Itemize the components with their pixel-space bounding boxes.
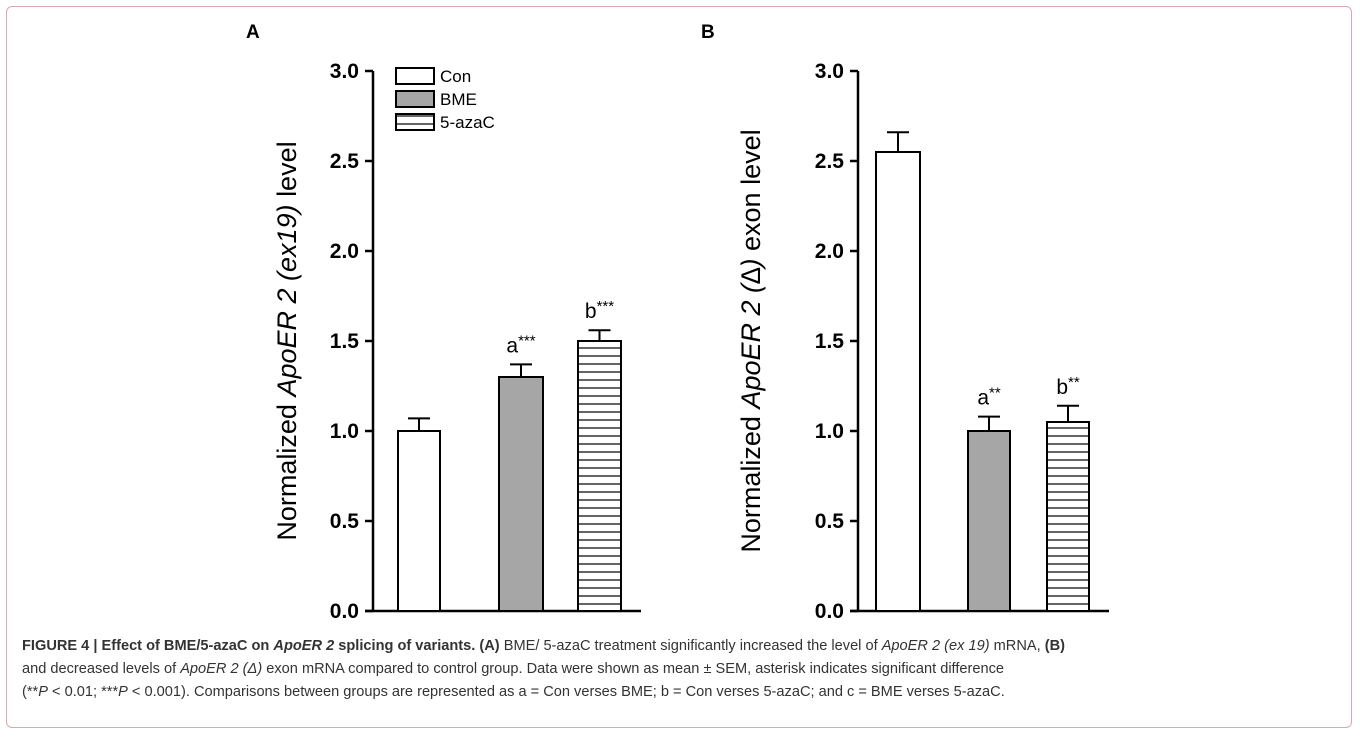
y-tick-label: 3.0 bbox=[330, 60, 359, 83]
caption-gene-2: ApoER 2 (Δ) bbox=[180, 661, 263, 677]
legend-label: 5-azaC bbox=[440, 113, 495, 132]
figure-frame bbox=[6, 6, 1352, 728]
significance-label: a** bbox=[977, 385, 1001, 410]
caption-b-mark: (B) bbox=[1044, 638, 1065, 654]
bar-5-azac bbox=[1046, 421, 1090, 612]
caption-p-2: P bbox=[118, 684, 128, 700]
figure-caption: FIGURE 4 | Effect of BME/5-azaC on ApoER… bbox=[22, 635, 1342, 704]
y-tick-label: 0.0 bbox=[815, 600, 844, 623]
bar-con bbox=[397, 430, 441, 612]
caption-text-2: mRNA, bbox=[989, 638, 1045, 654]
y-tick-label: 1.5 bbox=[330, 330, 360, 353]
caption-line-1: FIGURE 4 | Effect of BME/5-azaC on ApoER… bbox=[22, 635, 1342, 658]
bar-bme bbox=[967, 430, 1011, 612]
caption-figure-gene: ApoER 2 bbox=[273, 638, 335, 654]
panel-a-chart: A 0.0 0.5 1.0 1.5 2.0 2.5 3.0 Normalized ApoER 2… bbox=[246, 22, 641, 623]
bar-5-azac bbox=[577, 340, 622, 612]
y-tick-label: 1.5 bbox=[815, 330, 845, 353]
legend: Con BME 5-azaC bbox=[395, 67, 495, 132]
y-tick-label: 1.0 bbox=[815, 420, 844, 443]
y-axis-label: Normalized ApoER 2 (ex19) level bbox=[272, 141, 302, 540]
bar-bme bbox=[498, 376, 544, 612]
legend-swatch bbox=[395, 90, 435, 108]
caption-line-2: and decreased levels of ApoER 2 (Δ) exon… bbox=[22, 658, 1342, 681]
caption-text-5a: (** bbox=[22, 684, 39, 700]
y-tick-label: 3.0 bbox=[815, 60, 844, 83]
significance-label: a*** bbox=[506, 332, 535, 357]
y-tick-label: 2.5 bbox=[815, 150, 845, 173]
significance-label: b*** bbox=[585, 298, 614, 323]
caption-gene-1: ApoER 2 (ex 19) bbox=[881, 638, 990, 654]
caption-a-mark: (A) bbox=[479, 638, 500, 654]
legend-swatch bbox=[395, 67, 435, 85]
caption-text-1: BME/ 5-azaC treatment significantly incr… bbox=[499, 638, 882, 654]
caption-figure-label: FIGURE 4 | Effect of BME/5-azaC on bbox=[22, 638, 274, 654]
legend-label: BME bbox=[440, 90, 477, 109]
y-tick-label: 2.0 bbox=[330, 240, 359, 263]
caption-text-4: exon mRNA compared to control group. Dat… bbox=[262, 661, 1005, 677]
y-tick-label: 1.0 bbox=[330, 420, 359, 443]
panel-label: A bbox=[246, 22, 260, 43]
y-tick-label: 2.0 bbox=[815, 240, 844, 263]
caption-text-3: and decreased levels of bbox=[22, 661, 181, 677]
panel-label: B bbox=[701, 22, 715, 43]
caption-text-5b: < 0.01; *** bbox=[47, 684, 119, 700]
y-tick-label: 2.5 bbox=[330, 150, 360, 173]
y-tick-label: 0.5 bbox=[815, 510, 845, 533]
y-tick-label: 0.0 bbox=[330, 600, 359, 623]
legend-swatch bbox=[395, 113, 435, 131]
caption-text-5c: < 0.001). Comparisons between groups are… bbox=[127, 684, 1005, 700]
legend-label: Con bbox=[440, 67, 471, 86]
panel-b-chart: B 0.0 0.5 1.0 1.5 2.0 2.5 3.0 Normalized ApoER 2… bbox=[701, 22, 1109, 623]
y-axis-label: Normalized ApoER 2 (∆) exon level bbox=[736, 129, 766, 552]
chart-canvas: A 0.0 0.5 1.0 1.5 2.0 2.5 3.0 Normalized ApoER 2… bbox=[246, 22, 1109, 623]
caption-figure-label-end: splicing of variants. bbox=[334, 638, 476, 654]
significance-label: b** bbox=[1056, 374, 1080, 399]
caption-line-3: (**P < 0.01; ***P < 0.001). Comparisons … bbox=[22, 681, 1342, 704]
y-tick-label: 0.5 bbox=[330, 510, 360, 533]
caption-p-1: P bbox=[38, 684, 48, 700]
bar-con bbox=[875, 151, 921, 612]
